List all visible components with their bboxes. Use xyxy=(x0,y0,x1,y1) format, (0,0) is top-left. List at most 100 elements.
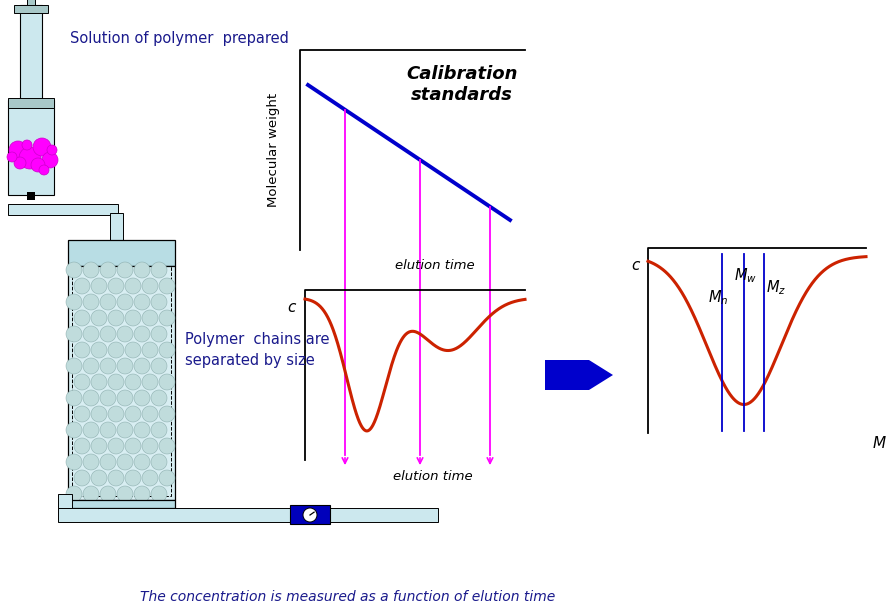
Bar xyxy=(68,266,175,500)
FancyArrow shape xyxy=(544,360,612,390)
Circle shape xyxy=(74,374,89,390)
Circle shape xyxy=(159,310,175,326)
Circle shape xyxy=(7,152,17,162)
Text: The concentration is measured as a function of elution time: The concentration is measured as a funct… xyxy=(140,590,555,604)
Text: elution time: elution time xyxy=(392,471,472,483)
Circle shape xyxy=(151,326,167,342)
Circle shape xyxy=(151,262,167,278)
Circle shape xyxy=(100,422,116,438)
Circle shape xyxy=(125,438,141,454)
Circle shape xyxy=(108,278,124,294)
Bar xyxy=(58,494,72,508)
Bar xyxy=(27,0,35,13)
Bar xyxy=(8,100,54,195)
Circle shape xyxy=(125,342,141,358)
Circle shape xyxy=(142,310,158,326)
Bar xyxy=(68,240,175,266)
Circle shape xyxy=(117,358,133,374)
Circle shape xyxy=(134,326,150,342)
Circle shape xyxy=(117,326,133,342)
Circle shape xyxy=(14,157,26,169)
Circle shape xyxy=(74,438,89,454)
Circle shape xyxy=(108,310,124,326)
Text: separated by size: separated by size xyxy=(185,353,315,367)
Circle shape xyxy=(100,262,116,278)
Circle shape xyxy=(117,454,133,470)
Circle shape xyxy=(134,486,150,502)
Bar xyxy=(58,508,438,522)
Circle shape xyxy=(151,454,167,470)
Circle shape xyxy=(108,342,124,358)
Circle shape xyxy=(142,278,158,294)
Text: Polymer  chains are: Polymer chains are xyxy=(185,333,329,347)
Circle shape xyxy=(134,262,150,278)
Circle shape xyxy=(151,486,167,502)
Text: Molecular weight: Molecular weight xyxy=(268,93,280,207)
Circle shape xyxy=(100,294,116,310)
Bar xyxy=(68,500,175,508)
Circle shape xyxy=(303,508,316,522)
Text: c: c xyxy=(286,301,295,315)
Circle shape xyxy=(91,278,107,294)
Bar xyxy=(8,204,118,215)
Bar xyxy=(14,5,48,13)
Text: $M_z$: $M_z$ xyxy=(765,279,785,297)
Circle shape xyxy=(142,438,158,454)
Circle shape xyxy=(39,165,49,175)
Circle shape xyxy=(134,422,150,438)
Circle shape xyxy=(117,422,133,438)
Text: Calibration
standards: Calibration standards xyxy=(406,65,517,105)
Circle shape xyxy=(83,390,99,406)
Circle shape xyxy=(66,262,82,278)
Circle shape xyxy=(151,294,167,310)
Circle shape xyxy=(142,342,158,358)
Circle shape xyxy=(159,406,175,422)
Circle shape xyxy=(159,278,175,294)
Bar xyxy=(72,266,171,496)
Circle shape xyxy=(91,342,107,358)
Circle shape xyxy=(134,294,150,310)
Circle shape xyxy=(125,470,141,486)
Circle shape xyxy=(83,262,99,278)
Circle shape xyxy=(74,470,89,486)
Circle shape xyxy=(66,358,82,374)
Bar xyxy=(290,505,330,524)
Circle shape xyxy=(91,310,107,326)
Circle shape xyxy=(159,342,175,358)
Circle shape xyxy=(108,406,124,422)
Circle shape xyxy=(108,438,124,454)
Circle shape xyxy=(100,390,116,406)
Circle shape xyxy=(66,486,82,502)
Circle shape xyxy=(66,422,82,438)
Circle shape xyxy=(91,374,107,390)
Text: M: M xyxy=(872,436,885,451)
Circle shape xyxy=(159,470,175,486)
Circle shape xyxy=(151,390,167,406)
Text: elution time: elution time xyxy=(395,260,474,272)
Circle shape xyxy=(91,406,107,422)
Circle shape xyxy=(83,422,99,438)
Circle shape xyxy=(91,470,107,486)
Circle shape xyxy=(134,358,150,374)
Text: $M_n$: $M_n$ xyxy=(707,289,727,307)
Circle shape xyxy=(100,358,116,374)
Circle shape xyxy=(83,358,99,374)
Circle shape xyxy=(66,326,82,342)
Circle shape xyxy=(108,470,124,486)
Circle shape xyxy=(9,141,27,159)
Bar xyxy=(8,98,54,108)
Circle shape xyxy=(33,138,51,156)
Circle shape xyxy=(74,278,89,294)
Circle shape xyxy=(125,406,141,422)
Circle shape xyxy=(74,406,89,422)
Text: Solution of polymer  prepared: Solution of polymer prepared xyxy=(70,30,289,45)
Circle shape xyxy=(47,145,57,155)
Circle shape xyxy=(100,486,116,502)
Circle shape xyxy=(151,422,167,438)
Circle shape xyxy=(66,454,82,470)
Circle shape xyxy=(134,454,150,470)
Circle shape xyxy=(22,140,32,150)
Circle shape xyxy=(42,152,58,168)
Circle shape xyxy=(83,326,99,342)
Circle shape xyxy=(83,454,99,470)
